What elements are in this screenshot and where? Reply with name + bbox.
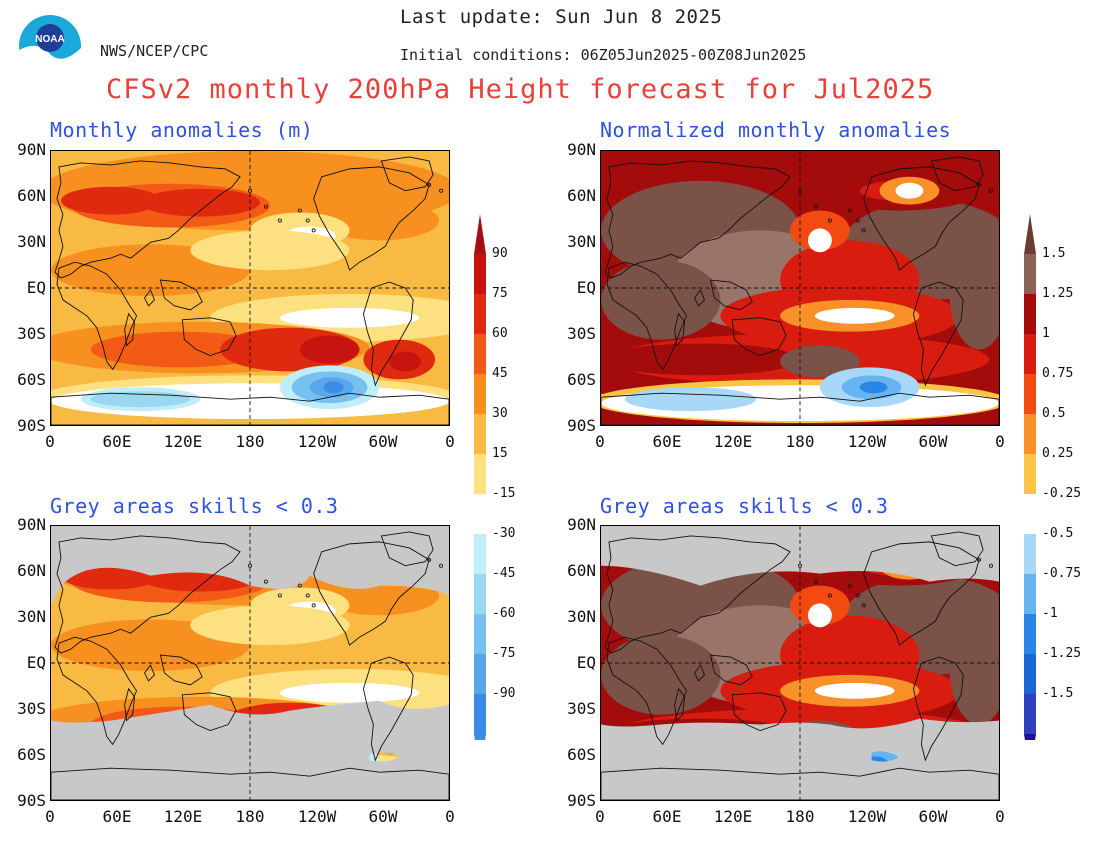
map-panel-anomalies-skill <box>50 525 450 801</box>
lon-label: 180 <box>235 807 265 826</box>
lat-label: EQ <box>576 653 596 672</box>
colorbar-tick-label: -45 <box>492 566 516 581</box>
lon-label: 60W <box>368 432 398 451</box>
colorbar-tick-label: 0.75 <box>1042 366 1074 381</box>
lon-label: 0 <box>45 432 55 451</box>
lon-label: 120E <box>163 807 203 826</box>
lat-label: 90S <box>17 791 46 810</box>
lat-label: 60S <box>567 745 596 764</box>
colorbar-tick-label: 90 <box>492 246 508 261</box>
lon-label: 180 <box>235 432 265 451</box>
lon-label: 60E <box>102 432 132 451</box>
colorbar-tick-label: 60 <box>492 326 508 341</box>
panel-title-bottom-left: Grey areas skills < 0.3 <box>50 494 339 518</box>
colorbar-tick-label: 1 <box>1042 326 1050 341</box>
lat-label: 90N <box>567 140 596 159</box>
lon-label: 0 <box>445 432 455 451</box>
panel-title-top-right: Normalized monthly anomalies <box>600 118 952 142</box>
lon-label: 180 <box>785 432 815 451</box>
colorbar-tick-label: 0.25 <box>1042 446 1074 461</box>
colorbar-tick-label: -90 <box>492 686 516 701</box>
lon-label: 120W <box>847 432 887 451</box>
page-title: CFSv2 monthly 200hPa Height forecast for… <box>106 74 935 105</box>
lon-label: 60E <box>652 432 682 451</box>
lon-label: 60W <box>918 432 948 451</box>
last-update: Last update: Sun Jun 8 2025 <box>400 6 723 28</box>
lon-label: 120E <box>713 807 753 826</box>
lat-label: 90N <box>17 515 46 534</box>
colorbar-anomalies: 90 75 60 45 30 15 -15 -30 -45 -60 -75 -90 <box>470 214 530 740</box>
lat-label: 60S <box>567 370 596 389</box>
lat-label: 60N <box>567 561 596 580</box>
colorbar-tick-label: -0.5 <box>1042 526 1074 541</box>
panel-title-bottom-right: Grey areas skills < 0.3 <box>600 494 889 518</box>
lon-label: 0 <box>995 432 1005 451</box>
lat-label: EQ <box>576 278 596 297</box>
lat-label: 30S <box>567 324 596 343</box>
lat-label: EQ <box>26 278 46 297</box>
lat-label: EQ <box>26 653 46 672</box>
colorbar-tick-label: -1.5 <box>1042 686 1074 701</box>
lat-label: 60N <box>17 561 46 580</box>
colorbar-tick-label: 45 <box>492 366 508 381</box>
lat-label: 90N <box>567 515 596 534</box>
lon-label: 0 <box>445 807 455 826</box>
colorbar-tick-label: 15 <box>492 446 508 461</box>
noaa-logo-text: NOAA <box>35 34 64 45</box>
colorbar-tick-label: -0.75 <box>1042 566 1082 581</box>
lon-label: 120E <box>163 432 203 451</box>
lon-label: 0 <box>45 807 55 826</box>
noaa-logo: NOAA <box>18 14 82 78</box>
lon-label: 120W <box>297 807 337 826</box>
lat-label: 90S <box>17 416 46 435</box>
agency-label: NWS/NCEP/CPC <box>100 42 209 60</box>
colorbar-tick-label: -60 <box>492 606 516 621</box>
lat-label: 30N <box>567 232 596 251</box>
lon-label: 60W <box>368 807 398 826</box>
lon-label: 180 <box>785 807 815 826</box>
colorbar-tick-label: 30 <box>492 406 508 421</box>
lat-label: 30N <box>17 232 46 251</box>
lat-label: 30N <box>567 607 596 626</box>
lon-label: 60E <box>652 807 682 826</box>
colorbar-tick-label: -1 <box>1042 606 1058 621</box>
lat-label: 30S <box>17 324 46 343</box>
lon-label: 120W <box>297 432 337 451</box>
lat-label: 30S <box>567 699 596 718</box>
colorbar-tick-label: 75 <box>492 286 508 301</box>
colorbar-tick-label: -15 <box>492 486 516 501</box>
colorbar-tick-label: 1.5 <box>1042 246 1066 261</box>
lon-label: 60W <box>918 807 948 826</box>
map-panel-normalized <box>600 150 1000 426</box>
lat-label: 90S <box>567 416 596 435</box>
lon-label: 120W <box>847 807 887 826</box>
lat-label: 30S <box>17 699 46 718</box>
colorbar-tick-label: 1.25 <box>1042 286 1074 301</box>
lon-label: 60E <box>102 807 132 826</box>
map-panel-anomalies <box>50 150 450 426</box>
lon-label: 0 <box>995 807 1005 826</box>
colorbar-normalized: 1.5 1.25 1 0.75 0.5 0.25 -0.25 -0.5 -0.75 -1 -1.25… <box>1020 214 1090 740</box>
colorbar-tick-label: -0.25 <box>1042 486 1082 501</box>
lat-label: 60N <box>567 186 596 205</box>
lat-label: 90S <box>567 791 596 810</box>
colorbar-tick-label: -1.25 <box>1042 646 1082 661</box>
colorbar-tick-label: -75 <box>492 646 516 661</box>
colorbar-tick-label: 0.5 <box>1042 406 1066 421</box>
lat-label: 60S <box>17 745 46 764</box>
lon-label: 0 <box>595 807 605 826</box>
lat-label: 90N <box>17 140 46 159</box>
lat-label: 60S <box>17 370 46 389</box>
lat-label: 30N <box>17 607 46 626</box>
lat-label: 60N <box>17 186 46 205</box>
map-panel-normalized-skill <box>600 525 1000 801</box>
panel-title-top-left: Monthly anomalies (m) <box>50 118 314 142</box>
colorbar-tick-label: -30 <box>492 526 516 541</box>
lon-label: 0 <box>595 432 605 451</box>
lon-label: 120E <box>713 432 753 451</box>
initial-conditions: Initial conditions: 06Z05Jun2025-00Z08Ju… <box>400 46 807 64</box>
